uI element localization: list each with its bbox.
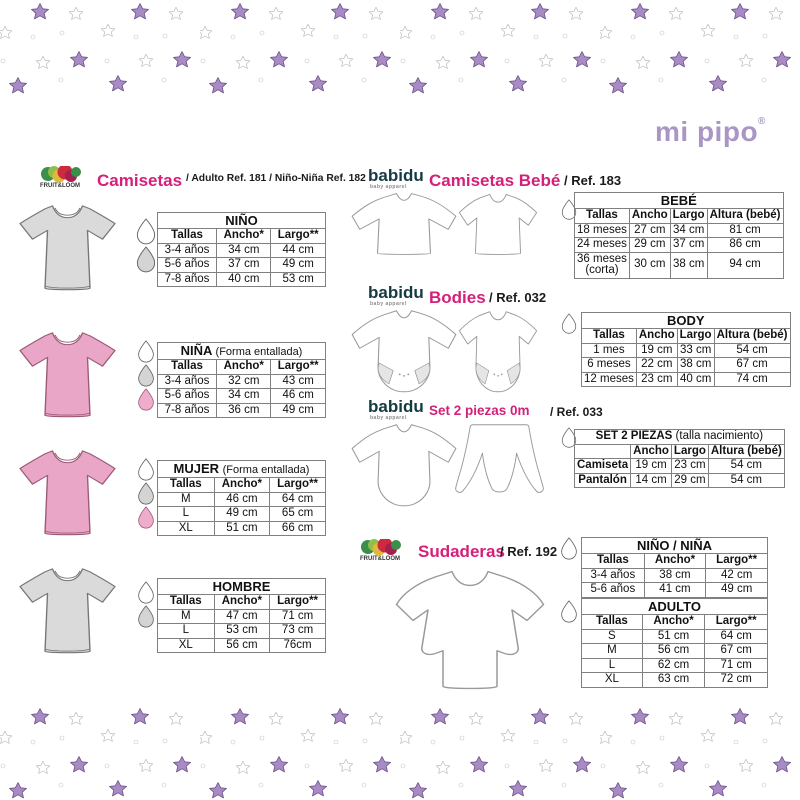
svg-text:FRUIT&LOOM: FRUIT&LOOM	[40, 183, 80, 188]
svg-text:FRUIT&LOOM: FRUIT&LOOM	[360, 556, 400, 561]
